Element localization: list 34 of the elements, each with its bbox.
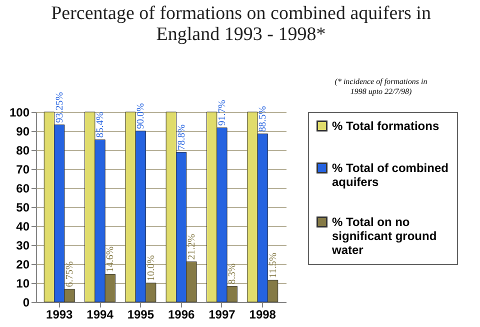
y-tick-label: 20 [16,258,30,272]
x-tick-label: 1996 [168,308,195,322]
x-tick-label: 1998 [249,308,276,322]
data-label: 85.4% [95,112,106,138]
y-tick-label: 40 [16,220,30,234]
legend-label: % Total of combined aquifers [332,161,448,189]
x-tick-label: 1995 [127,308,154,322]
y-tick-label: 10 [16,276,30,290]
text: (* incidence of formations in 1998 upto 22/7/98) [334,77,428,96]
data-label: 91.7% [216,100,228,126]
data-label: 93.25% [54,92,66,123]
data-label: 21.2% [186,234,198,260]
chart-title: Percentage of formations on combined aquifers in England 1993 - 1998* [51,3,432,45]
data-label: 6.75% [64,261,76,288]
data-label: 10.0% [146,255,157,281]
y-tick-label: 60 [16,182,30,196]
y-tick-label: 80 [16,144,30,158]
legend-label: % Total on no significant ground water [331,215,437,257]
y-tick-label: 70 [16,162,30,176]
data-label: 78.8% [176,124,188,150]
data-label: 8.3% [227,263,238,284]
y-tick-label: 100 [9,106,30,120]
x-tick-label: 1994 [86,308,114,322]
y-tick-label: 90 [16,124,30,138]
data-label: 14.6% [105,246,116,272]
legend-label: % Total formations [332,119,440,133]
y-tick-label: 50 [16,200,30,214]
y-tick-label: 0 [22,296,30,310]
data-label: 88.5% [258,106,269,132]
data-label: 90.0% [136,103,147,129]
x-tick-label: 1997 [208,308,236,322]
data-label: 11.5% [268,252,279,278]
x-tick-label: 1993 [46,308,74,322]
y-tick-label: 30 [16,238,30,252]
